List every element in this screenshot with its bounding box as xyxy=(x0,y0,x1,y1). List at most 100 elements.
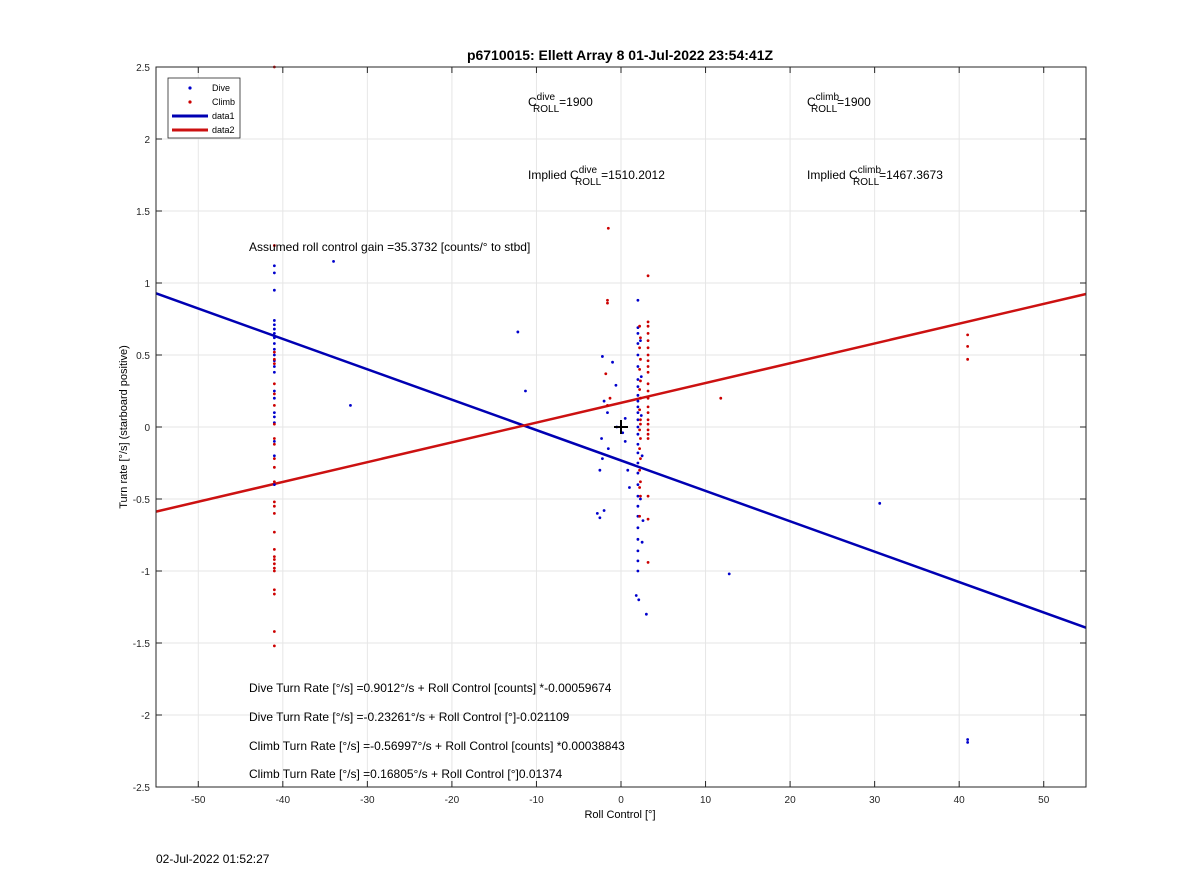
dive-point xyxy=(598,468,602,472)
climb-point xyxy=(646,432,650,436)
dive-point xyxy=(878,501,882,505)
dive-point xyxy=(636,442,640,446)
dive-point xyxy=(636,494,640,498)
climb-point xyxy=(646,396,650,400)
dive-point xyxy=(636,365,640,368)
y-tick-label: -2 xyxy=(141,711,150,722)
climb-point xyxy=(272,548,276,551)
climb-point xyxy=(646,437,650,440)
climb-point xyxy=(646,332,650,335)
fit-line-data2 xyxy=(155,292,1087,513)
climb-point xyxy=(272,562,276,566)
climb-point xyxy=(272,244,276,247)
dive-point xyxy=(636,405,640,409)
climb-point xyxy=(646,411,650,414)
equation-dive-degrees: Dive Turn Rate [°/s] =-0.23261°/s + Roll… xyxy=(249,710,570,724)
climb-point xyxy=(272,500,276,504)
annotation-c-dive: Cdive ROLL=1900 xyxy=(528,92,593,115)
x-tick-label: 0 xyxy=(618,795,624,806)
fit-line-data1 xyxy=(155,292,1087,629)
climb-point xyxy=(272,530,276,534)
dive-point xyxy=(966,738,970,741)
dive-point xyxy=(272,454,276,458)
climb-point xyxy=(272,555,276,558)
climb-point xyxy=(272,437,276,440)
x-tick-label: -30 xyxy=(360,795,375,806)
climb-point xyxy=(646,405,650,409)
dive-point xyxy=(623,416,627,420)
climb-point xyxy=(272,644,276,648)
dive-point xyxy=(602,399,606,403)
dive-point xyxy=(614,383,618,387)
legend: Dive Climb data1 data2 xyxy=(167,77,241,139)
climb-point xyxy=(272,512,276,515)
x-tick-label: 50 xyxy=(1038,795,1050,806)
dive-point xyxy=(272,332,276,335)
climb-point xyxy=(639,437,642,440)
climb-point xyxy=(646,422,650,426)
x-tick-label: 20 xyxy=(785,795,797,806)
x-tick-label: -20 xyxy=(445,795,460,806)
climb-point xyxy=(638,388,641,391)
climb-point xyxy=(638,447,641,450)
climb-point xyxy=(272,357,276,361)
climb-point xyxy=(646,339,650,342)
dive-point xyxy=(636,483,640,486)
climb-point xyxy=(606,301,609,305)
annotation-c-climb: Cclimb ROLL=1900 xyxy=(807,92,871,115)
dive-point xyxy=(601,355,604,358)
y-tick-label: 1 xyxy=(144,279,150,290)
dive-point xyxy=(636,332,640,335)
dive-point xyxy=(644,612,648,616)
dive-point xyxy=(272,319,276,322)
climb-point xyxy=(608,396,612,400)
climb-point xyxy=(646,365,650,368)
climb-point xyxy=(646,494,650,498)
climb-point xyxy=(272,442,276,446)
climb-point xyxy=(638,346,641,350)
fit-lines xyxy=(155,292,1087,629)
climb-point xyxy=(646,320,650,324)
y-tick-label: 0 xyxy=(144,423,150,434)
climb-point xyxy=(638,408,641,412)
dive-point xyxy=(272,347,276,351)
dive-point xyxy=(601,457,604,461)
dive-point xyxy=(640,454,644,458)
dive-point xyxy=(636,537,640,541)
climb-point xyxy=(272,350,276,354)
legend-label-dive: Dive xyxy=(212,83,230,93)
dive-point xyxy=(611,360,614,364)
dive-point xyxy=(272,365,276,368)
dive-point xyxy=(636,549,640,553)
climb-point xyxy=(272,480,276,484)
x-tick-label: -10 xyxy=(529,795,544,806)
climb-point xyxy=(638,428,641,432)
dive-point xyxy=(272,411,276,414)
dive-point xyxy=(600,437,603,440)
x-tick-label: 10 xyxy=(700,795,712,806)
dive-point xyxy=(636,559,640,563)
dive-point xyxy=(636,504,640,508)
dive-point xyxy=(636,298,640,302)
dive-point xyxy=(636,451,640,455)
dive-point xyxy=(634,594,638,597)
y-tick-label: 1.5 xyxy=(136,207,150,218)
climb-point xyxy=(272,457,276,461)
dive-point xyxy=(595,512,599,515)
climb-point xyxy=(639,480,642,484)
dive-point xyxy=(966,740,970,744)
climb-point xyxy=(966,357,970,361)
dive-point xyxy=(516,330,520,334)
climb-point xyxy=(272,630,276,633)
climb-point xyxy=(966,333,970,337)
x-axis-label: Roll Control [°] xyxy=(584,809,655,821)
dive-point xyxy=(272,396,276,400)
climb-point xyxy=(639,418,642,422)
equation-dive-counts: Dive Turn Rate [°/s] =0.9012°/s + Roll C… xyxy=(249,681,612,695)
dive-point xyxy=(636,385,640,389)
data-points xyxy=(272,65,970,744)
climb-point xyxy=(272,566,276,570)
dive-point xyxy=(272,353,276,357)
x-tick-label: 30 xyxy=(869,795,881,806)
dive-point xyxy=(636,353,640,357)
